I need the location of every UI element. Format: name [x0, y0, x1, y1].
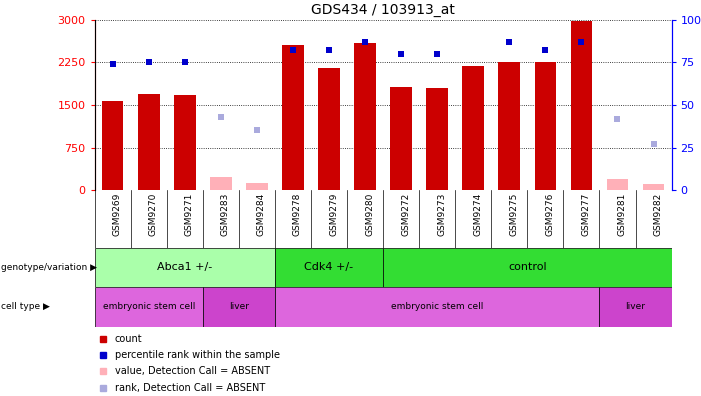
Bar	[354, 42, 376, 190]
Text: GSM9271: GSM9271	[185, 193, 193, 236]
Bar	[426, 88, 448, 190]
Bar	[643, 184, 665, 190]
Bar	[318, 68, 340, 190]
Text: rank, Detection Call = ABSENT: rank, Detection Call = ABSENT	[115, 383, 265, 393]
Text: GSM9278: GSM9278	[293, 193, 302, 236]
Bar	[275, 248, 383, 287]
Text: GSM9283: GSM9283	[221, 193, 230, 236]
Bar	[174, 95, 196, 190]
Text: GSM9269: GSM9269	[113, 193, 122, 236]
Bar	[383, 248, 672, 287]
Text: control: control	[508, 262, 547, 272]
Text: GSM9270: GSM9270	[149, 193, 158, 236]
Text: liver: liver	[625, 303, 646, 311]
Text: percentile rank within the sample: percentile rank within the sample	[115, 350, 280, 360]
Text: value, Detection Call = ABSENT: value, Detection Call = ABSENT	[115, 366, 270, 377]
Title: GDS434 / 103913_at: GDS434 / 103913_at	[311, 4, 455, 17]
Bar	[571, 21, 592, 190]
Text: count: count	[115, 334, 142, 344]
Bar	[246, 183, 268, 190]
Bar	[535, 62, 556, 190]
Bar	[138, 93, 160, 190]
Bar	[203, 287, 275, 327]
Text: embryonic stem cell: embryonic stem cell	[391, 303, 484, 311]
Bar	[599, 287, 672, 327]
Text: GSM9279: GSM9279	[329, 193, 338, 236]
Text: Cdk4 +/-: Cdk4 +/-	[304, 262, 353, 272]
Text: liver: liver	[229, 303, 249, 311]
Text: GSM9282: GSM9282	[653, 193, 662, 236]
Bar	[275, 287, 599, 327]
Text: GSM9280: GSM9280	[365, 193, 374, 236]
Text: genotype/variation ▶: genotype/variation ▶	[1, 263, 97, 272]
Bar	[463, 67, 484, 190]
Text: GSM9272: GSM9272	[401, 193, 410, 236]
Bar	[390, 87, 412, 190]
Text: GSM9274: GSM9274	[473, 193, 482, 236]
Bar	[498, 62, 520, 190]
Text: GSM9281: GSM9281	[618, 193, 627, 236]
Text: GSM9273: GSM9273	[437, 193, 446, 236]
Bar	[95, 287, 203, 327]
Bar	[95, 248, 275, 287]
Text: cell type ▶: cell type ▶	[1, 303, 50, 311]
Text: GSM9276: GSM9276	[545, 193, 554, 236]
Text: GSM9284: GSM9284	[257, 193, 266, 236]
Text: embryonic stem cell: embryonic stem cell	[102, 303, 195, 311]
Bar	[210, 177, 231, 190]
Text: Abca1 +/-: Abca1 +/-	[157, 262, 212, 272]
Text: GSM9277: GSM9277	[581, 193, 590, 236]
Text: GSM9275: GSM9275	[510, 193, 518, 236]
Bar	[606, 179, 628, 190]
Bar	[102, 101, 123, 190]
Bar	[282, 45, 304, 190]
